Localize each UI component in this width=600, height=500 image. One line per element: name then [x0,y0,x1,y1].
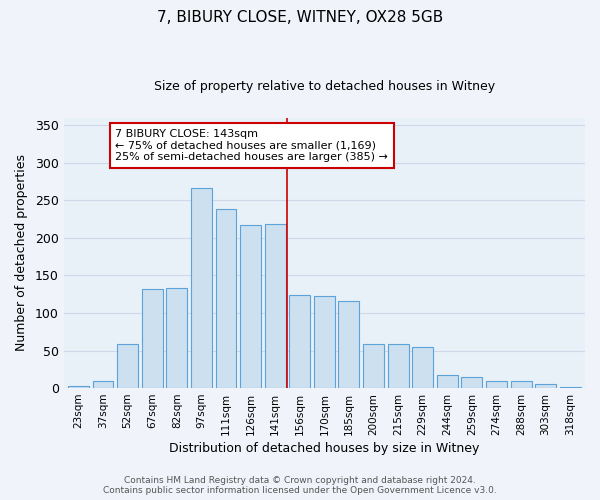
Bar [388,344,409,388]
Bar [437,374,458,388]
Text: 7, BIBURY CLOSE, WITNEY, OX28 5GB: 7, BIBURY CLOSE, WITNEY, OX28 5GB [157,10,443,25]
Bar [363,344,384,388]
X-axis label: Distribution of detached houses by size in Witney: Distribution of detached houses by size … [169,442,479,455]
Bar [535,384,556,388]
Bar [314,296,335,388]
Bar [560,386,581,388]
Bar [166,288,187,388]
Bar [338,301,359,388]
Bar [486,382,507,388]
Bar [142,289,163,388]
Bar [511,382,532,388]
Bar [265,224,286,388]
Bar [461,377,482,388]
Bar [191,188,212,388]
Text: 7 BIBURY CLOSE: 143sqm
← 75% of detached houses are smaller (1,169)
25% of semi-: 7 BIBURY CLOSE: 143sqm ← 75% of detached… [115,129,388,162]
Bar [68,386,89,388]
Title: Size of property relative to detached houses in Witney: Size of property relative to detached ho… [154,80,495,93]
Bar [289,295,310,388]
Bar [240,225,261,388]
Text: Contains HM Land Registry data © Crown copyright and database right 2024.
Contai: Contains HM Land Registry data © Crown c… [103,476,497,495]
Bar [117,344,138,388]
Bar [412,347,433,388]
Bar [215,208,236,388]
Y-axis label: Number of detached properties: Number of detached properties [15,154,28,352]
Bar [92,380,113,388]
